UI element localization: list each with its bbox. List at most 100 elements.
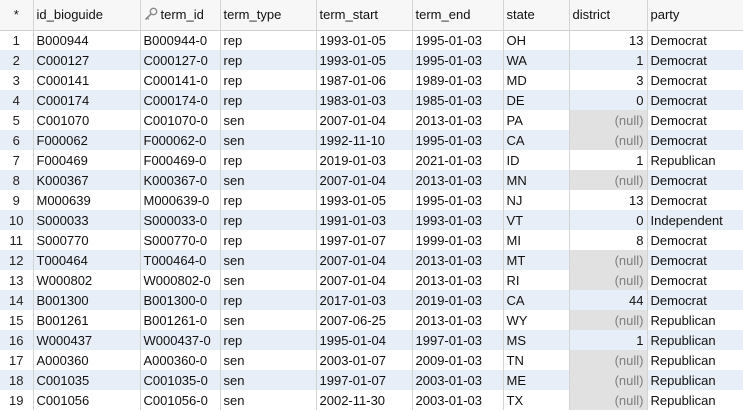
row-number[interactable]: 16: [0, 330, 34, 350]
cell-term-start[interactable]: 1995-01-04: [316, 330, 413, 350]
cell-term-end[interactable]: 2013-01-03: [412, 110, 504, 130]
cell-term-type[interactable]: sen: [220, 310, 317, 330]
cell-state[interactable]: ME: [503, 370, 570, 390]
cell-party[interactable]: Republican: [647, 350, 743, 370]
column-header-id-bioguide[interactable]: id_bioguide: [33, 0, 141, 31]
cell-term-id[interactable]: B000944-0: [140, 30, 221, 50]
column-header-party[interactable]: party: [647, 0, 743, 31]
row-number[interactable]: 13: [0, 270, 34, 290]
cell-state[interactable]: MT: [503, 250, 570, 270]
cell-district[interactable]: 13: [569, 190, 648, 210]
cell-term-end[interactable]: 1995-01-03: [412, 50, 504, 70]
cell-term-start[interactable]: 2003-01-07: [316, 350, 413, 370]
table-row[interactable]: 8 K000367 K000367-0 sen 2007-01-04 2013-01-03…: [0, 170, 743, 190]
cell-party[interactable]: Republican: [647, 310, 743, 330]
cell-term-start[interactable]: 2007-06-25: [316, 310, 413, 330]
cell-state[interactable]: PA: [503, 110, 570, 130]
cell-state[interactable]: CA: [503, 130, 570, 150]
cell-id-bioguide[interactable]: B001261: [33, 310, 141, 330]
column-header-term-start[interactable]: term_start: [316, 0, 413, 31]
cell-term-id[interactable]: C001070-0: [140, 110, 221, 130]
cell-state[interactable]: VT: [503, 210, 570, 230]
cell-term-end[interactable]: 1995-01-03: [412, 30, 504, 50]
cell-state[interactable]: WY: [503, 310, 570, 330]
row-number[interactable]: 1: [0, 30, 34, 50]
cell-state[interactable]: OH: [503, 30, 570, 50]
cell-term-type[interactable]: rep: [220, 290, 317, 310]
cell-term-id[interactable]: C001056-0: [140, 390, 221, 410]
cell-term-end[interactable]: 1999-01-03: [412, 230, 504, 250]
row-number[interactable]: 15: [0, 310, 34, 330]
cell-id-bioguide[interactable]: W000437: [33, 330, 141, 350]
cell-party[interactable]: Republican: [647, 150, 743, 170]
cell-id-bioguide[interactable]: T000464: [33, 250, 141, 270]
cell-id-bioguide[interactable]: C000127: [33, 50, 141, 70]
cell-state[interactable]: RI: [503, 270, 570, 290]
cell-term-type[interactable]: rep: [220, 330, 317, 350]
cell-state[interactable]: ID: [503, 150, 570, 170]
cell-id-bioguide[interactable]: S000033: [33, 210, 141, 230]
cell-district[interactable]: 0: [569, 90, 648, 110]
cell-id-bioguide[interactable]: F000062: [33, 130, 141, 150]
cell-district[interactable]: 1: [569, 50, 648, 70]
cell-district[interactable]: 44: [569, 290, 648, 310]
cell-state[interactable]: MS: [503, 330, 570, 350]
cell-party[interactable]: Democrat: [647, 190, 743, 210]
row-number[interactable]: 2: [0, 50, 34, 70]
table-row[interactable]: 13 W000802 W000802-0 sen 2007-01-04 2013-01-0…: [0, 270, 743, 290]
cell-district[interactable]: (null): [569, 130, 648, 150]
cell-term-type[interactable]: rep: [220, 50, 317, 70]
cell-term-start[interactable]: 1993-01-05: [316, 30, 413, 50]
cell-party[interactable]: Democrat: [647, 90, 743, 110]
cell-term-id[interactable]: W000437-0: [140, 330, 221, 350]
cell-party[interactable]: Republican: [647, 330, 743, 350]
table-row[interactable]: 10 S000033 S000033-0 rep 1991-01-03 1993-01-0…: [0, 210, 743, 230]
cell-term-start[interactable]: 2019-01-03: [316, 150, 413, 170]
cell-term-type[interactable]: sen: [220, 130, 317, 150]
cell-term-end[interactable]: 2003-01-03: [412, 370, 504, 390]
cell-term-end[interactable]: 1997-01-03: [412, 330, 504, 350]
cell-district[interactable]: 0: [569, 210, 648, 230]
cell-state[interactable]: CA: [503, 290, 570, 310]
cell-term-type[interactable]: rep: [220, 30, 317, 50]
cell-term-type[interactable]: rep: [220, 230, 317, 250]
cell-district[interactable]: 3: [569, 70, 648, 90]
cell-term-type[interactable]: rep: [220, 150, 317, 170]
cell-term-end[interactable]: 1995-01-03: [412, 190, 504, 210]
cell-state[interactable]: MI: [503, 230, 570, 250]
table-row[interactable]: 4 C000174 C000174-0 rep 1983-01-03 1985-01-03…: [0, 90, 743, 110]
cell-id-bioguide[interactable]: W000802: [33, 270, 141, 290]
cell-term-start[interactable]: 1997-01-07: [316, 230, 413, 250]
table-row[interactable]: 17 A000360 A000360-0 sen 2003-01-07 2009-01-0…: [0, 350, 743, 370]
row-number[interactable]: 9: [0, 190, 34, 210]
row-number[interactable]: 11: [0, 230, 34, 250]
cell-id-bioguide[interactable]: C001070: [33, 110, 141, 130]
cell-term-id[interactable]: C000174-0: [140, 90, 221, 110]
cell-term-type[interactable]: sen: [220, 270, 317, 290]
cell-term-start[interactable]: 2002-11-30: [316, 390, 413, 410]
table-row[interactable]: 5 C001070 C001070-0 sen 2007-01-04 2013-01-03…: [0, 110, 743, 130]
row-number[interactable]: 4: [0, 90, 34, 110]
cell-party[interactable]: Democrat: [647, 130, 743, 150]
cell-state[interactable]: MD: [503, 70, 570, 90]
cell-term-start[interactable]: 1993-01-05: [316, 190, 413, 210]
table-row[interactable]: 12 T000464 T000464-0 sen 2007-01-04 2013-01-0…: [0, 250, 743, 270]
cell-term-id[interactable]: B001300-0: [140, 290, 221, 310]
row-number[interactable]: 17: [0, 350, 34, 370]
cell-district[interactable]: (null): [569, 170, 648, 190]
column-header-term-end[interactable]: term_end: [412, 0, 504, 31]
cell-party[interactable]: Democrat: [647, 270, 743, 290]
cell-term-end[interactable]: 2013-01-03: [412, 250, 504, 270]
cell-district[interactable]: (null): [569, 390, 648, 410]
cell-district[interactable]: (null): [569, 310, 648, 330]
cell-district[interactable]: 1: [569, 330, 648, 350]
cell-term-id[interactable]: K000367-0: [140, 170, 221, 190]
cell-term-id[interactable]: A000360-0: [140, 350, 221, 370]
cell-term-start[interactable]: 2017-01-03: [316, 290, 413, 310]
cell-term-end[interactable]: 2013-01-03: [412, 170, 504, 190]
cell-term-start[interactable]: 2007-01-04: [316, 270, 413, 290]
cell-term-type[interactable]: sen: [220, 250, 317, 270]
cell-term-end[interactable]: 2003-01-03: [412, 390, 504, 410]
cell-term-type[interactable]: sen: [220, 110, 317, 130]
cell-state[interactable]: TX: [503, 390, 570, 410]
